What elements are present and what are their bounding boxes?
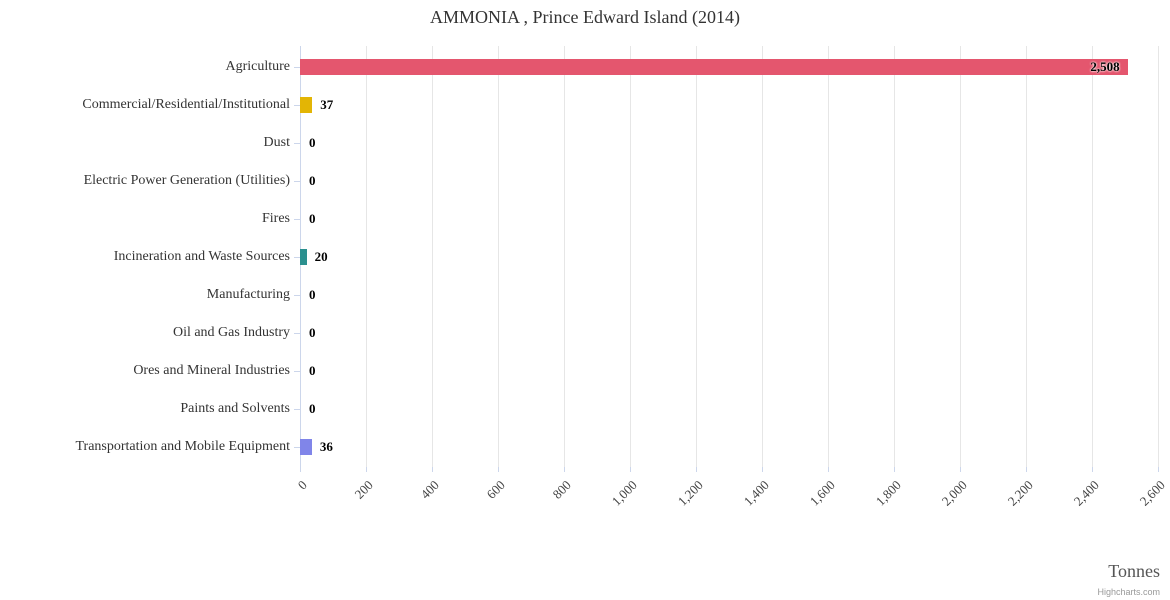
value-label: 36 bbox=[319, 439, 333, 454]
x-tick-label: 1,200 bbox=[674, 477, 706, 509]
chart-title: AMMONIA , Prince Edward Island (2014) bbox=[430, 7, 740, 27]
x-tick-label: 2,600 bbox=[1136, 477, 1168, 509]
category-tick bbox=[294, 219, 300, 220]
x-axis-tick bbox=[1092, 467, 1093, 472]
category-tick bbox=[294, 447, 300, 448]
x-gridline bbox=[894, 46, 895, 467]
category-tick bbox=[294, 333, 300, 334]
x-gridline bbox=[498, 46, 499, 467]
category-label: Electric Power Generation (Utilities) bbox=[83, 173, 290, 188]
category-label: Ores and Mineral Industries bbox=[133, 363, 290, 378]
category-tick bbox=[294, 67, 300, 68]
bar[interactable] bbox=[300, 59, 1128, 75]
x-axis-tick bbox=[1026, 467, 1027, 472]
x-tick-label: 2,200 bbox=[1004, 477, 1036, 509]
value-label: 20 bbox=[314, 249, 328, 264]
x-axis-tick bbox=[432, 467, 433, 472]
category-tick bbox=[294, 295, 300, 296]
value-label: 0 bbox=[309, 173, 316, 188]
x-gridline bbox=[1158, 46, 1159, 467]
category-label: Dust bbox=[263, 135, 290, 150]
x-gridline bbox=[762, 46, 763, 467]
category-tick bbox=[294, 105, 300, 106]
x-axis-tick bbox=[960, 467, 961, 472]
category-tick bbox=[294, 143, 300, 144]
category-tick bbox=[294, 181, 300, 182]
value-label: 0 bbox=[309, 211, 316, 226]
category-tick bbox=[294, 257, 300, 258]
category-label: Agriculture bbox=[225, 59, 290, 74]
x-tick-label: 2,000 bbox=[938, 477, 970, 509]
category-label: Incineration and Waste Sources bbox=[113, 249, 290, 264]
x-axis-title: Tonnes bbox=[1108, 561, 1160, 581]
value-label: 0 bbox=[309, 287, 316, 302]
category-tick bbox=[294, 409, 300, 410]
x-gridline bbox=[1026, 46, 1027, 467]
x-axis-tick bbox=[762, 467, 763, 472]
x-gridline bbox=[432, 46, 433, 467]
x-tick-label: 2,400 bbox=[1070, 477, 1102, 509]
x-axis-tick bbox=[1158, 467, 1159, 472]
x-axis-tick bbox=[630, 467, 631, 472]
highcharts-credit[interactable]: Highcharts.com bbox=[1097, 587, 1160, 597]
x-axis-tick bbox=[366, 467, 367, 472]
bar[interactable] bbox=[300, 97, 313, 113]
category-label: Paints and Solvents bbox=[180, 401, 290, 416]
x-gridline bbox=[696, 46, 697, 467]
category-label: Commercial/Residential/Institutional bbox=[82, 97, 290, 112]
value-label: 0 bbox=[309, 325, 316, 340]
x-gridline bbox=[630, 46, 631, 467]
x-axis-tick bbox=[564, 467, 565, 472]
x-gridline bbox=[828, 46, 829, 467]
x-gridline bbox=[960, 46, 961, 467]
category-tick bbox=[294, 371, 300, 372]
x-tick-label: 200 bbox=[351, 477, 376, 502]
x-axis-tick bbox=[828, 467, 829, 472]
x-tick-label: 1,400 bbox=[740, 477, 772, 509]
x-axis-tick bbox=[498, 467, 499, 472]
value-label: 0 bbox=[309, 401, 316, 416]
x-tick-label: 1,800 bbox=[872, 477, 904, 509]
value-label: 0 bbox=[309, 135, 316, 150]
x-tick-label: 600 bbox=[483, 477, 508, 502]
x-axis-tick bbox=[300, 467, 301, 472]
category-label: Manufacturing bbox=[206, 287, 290, 302]
value-label: 2,508 bbox=[1090, 59, 1120, 74]
x-tick-label: 800 bbox=[549, 477, 574, 502]
category-label: Transportation and Mobile Equipment bbox=[75, 439, 290, 454]
x-tick-label: 0 bbox=[294, 477, 310, 493]
value-label: 0 bbox=[309, 363, 316, 378]
x-tick-label: 1,000 bbox=[608, 477, 640, 509]
bar[interactable] bbox=[300, 439, 312, 455]
x-axis-tick bbox=[894, 467, 895, 472]
x-axis-tick bbox=[696, 467, 697, 472]
x-tick-label: 1,600 bbox=[806, 477, 838, 509]
value-label: 37 bbox=[320, 97, 334, 112]
bar[interactable] bbox=[300, 249, 307, 265]
category-label: Oil and Gas Industry bbox=[172, 325, 290, 340]
x-tick-label: 400 bbox=[417, 477, 442, 502]
x-gridline bbox=[366, 46, 367, 467]
x-gridline bbox=[564, 46, 565, 467]
x-gridline bbox=[1092, 46, 1093, 467]
category-label: Fires bbox=[262, 211, 290, 226]
